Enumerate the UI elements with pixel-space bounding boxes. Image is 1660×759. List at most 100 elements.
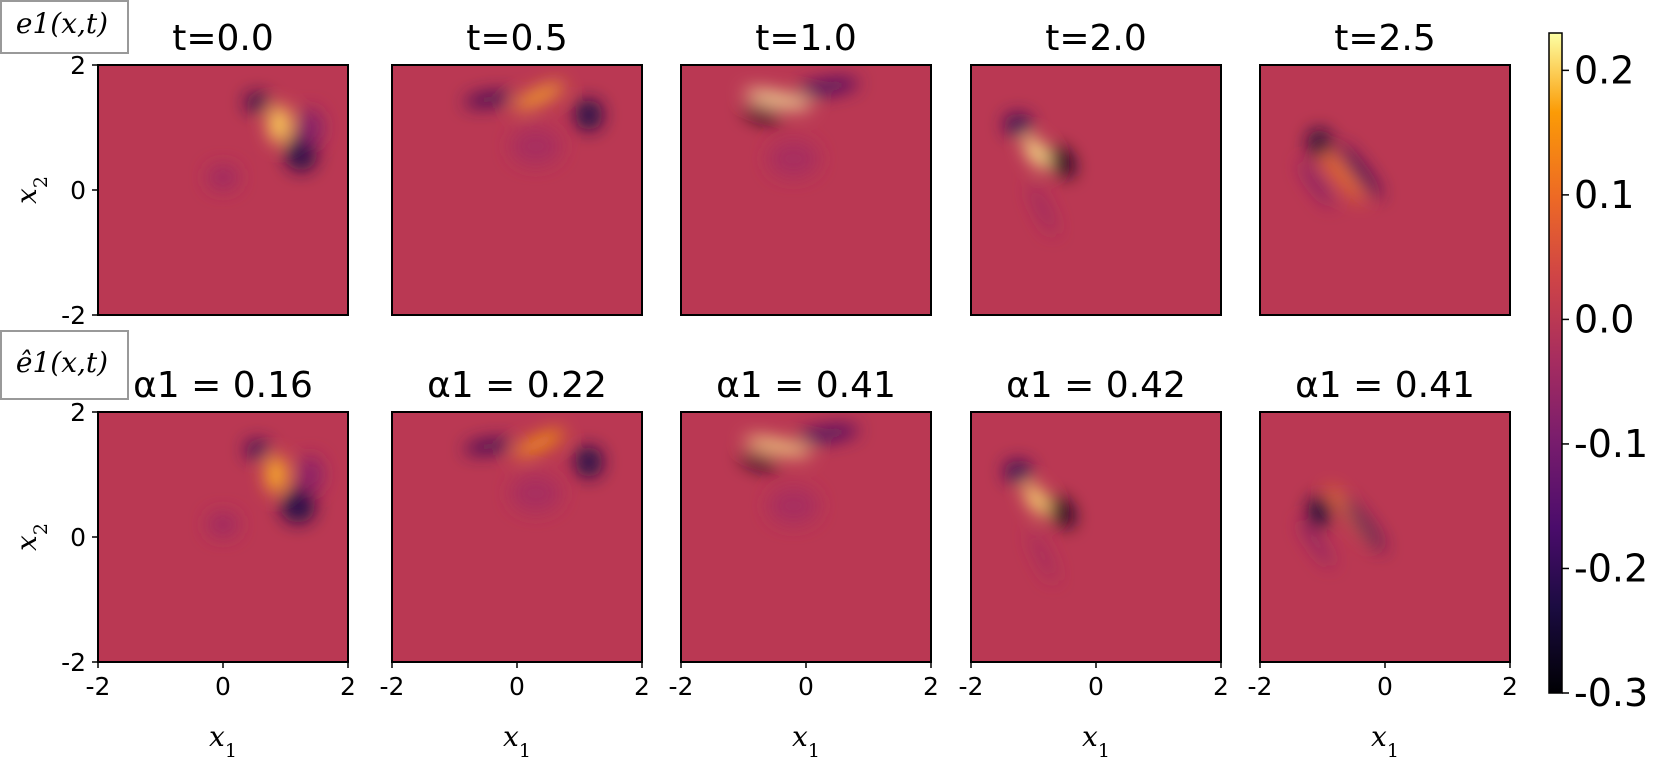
heatmap-feature-3 <box>1341 497 1385 552</box>
heatmap-panel-1-4: t=2.0 <box>970 18 1222 316</box>
colorbar-tick-label: 0.2 <box>1574 48 1634 92</box>
panel-title: t=0.0 <box>172 18 274 59</box>
heatmap-feature-3 <box>1048 496 1075 528</box>
heatmap-feature-2 <box>244 93 270 112</box>
heatmap-feature-2 <box>740 453 779 471</box>
x-tick-label: 0 <box>798 672 814 701</box>
x-tick-label: -2 <box>380 672 405 701</box>
heatmap-feature-1 <box>1312 139 1364 204</box>
heatmap-panel-2-4: α1 = 0.42 -2 0 2 x1 <box>959 365 1229 759</box>
heatmap-feature-2 <box>464 439 514 454</box>
heatmap-feature-1 <box>268 105 291 144</box>
heatmap-feature-1 <box>1023 136 1050 169</box>
heatmap-panel-1-5: t=2.5 <box>1259 18 1511 316</box>
x-tick-label: 0 <box>215 672 231 701</box>
heatmap-feature-5 <box>207 165 239 190</box>
x-tick-label: -2 <box>86 672 111 701</box>
heatmap-feature-4 <box>510 127 561 165</box>
panel-frame <box>391 64 643 316</box>
x-axis-label: x1 <box>1082 720 1110 759</box>
x-axis-label: x1 <box>1371 720 1399 759</box>
heatmap-panel-1-3: t=1.0 <box>680 18 932 316</box>
heatmap-feature-2 <box>244 440 270 459</box>
heatmap-feature-3 <box>1338 143 1382 199</box>
heatmap-panel-2-2: α1 = 0.22 -2 0 2 x1 <box>380 365 650 759</box>
heatmap-feature-3 <box>575 99 603 131</box>
y-axis-label: x2 <box>10 176 52 204</box>
row-label-box <box>0 330 129 400</box>
heatmap-feature-4 <box>298 108 323 147</box>
panel-grid: e1(x,t) t=0.0 2 0 -2 x2 t=0.5 t=1.0 t=2.0 t=2.5 ê1… <box>0 0 1518 759</box>
heatmap-feature-4 <box>1299 160 1333 207</box>
x-tick-label: -2 <box>669 672 694 701</box>
heatmap-background <box>1260 65 1510 315</box>
heatmap-feature-2 <box>1004 113 1032 135</box>
panel-title: α1 = 0.16 <box>133 365 313 406</box>
x-tick-label: 0 <box>1377 672 1393 701</box>
y-tick-label: -2 <box>61 648 86 677</box>
heatmap-feature-4 <box>1030 183 1056 235</box>
y-tick-label: 0 <box>70 523 86 552</box>
y-tick-label: 0 <box>70 176 86 205</box>
panel-title: α1 = 0.22 <box>427 365 607 406</box>
heatmap-feature-4 <box>1299 520 1333 567</box>
panel-frame <box>970 64 1222 316</box>
panel-title: t=0.5 <box>466 18 568 59</box>
heatmap-feature-2 <box>1004 460 1032 482</box>
x-tick-label: -2 <box>1248 672 1273 701</box>
row-label: e1(x,t) <box>16 7 108 40</box>
panel-frame <box>680 64 932 316</box>
x-tick-label: 2 <box>340 672 356 701</box>
row-2: ê1(x,t) α1 = 0.16 2 0 -2 x2 -2 0 2 x1 α1 = 0.22 -2 0… <box>0 330 1518 759</box>
colorbar-tick-label: 0.1 <box>1574 173 1634 217</box>
x-axis-label: x1 <box>209 720 237 759</box>
x-tick-label: 0 <box>509 672 525 701</box>
heatmap-feature-4 <box>768 487 819 525</box>
heatmap-feature-3 <box>281 488 315 524</box>
heatmap-panel-1-2: t=0.5 <box>391 18 643 316</box>
heatmap-background <box>971 412 1221 662</box>
x-tick-label: 0 <box>1088 672 1104 701</box>
x-tick-label: 2 <box>923 672 939 701</box>
heatmap-feature-2 <box>743 106 782 124</box>
y-tick-label: 2 <box>70 398 86 427</box>
x-axis-label: x1 <box>503 720 531 759</box>
panel-title: α1 = 0.42 <box>1006 365 1186 406</box>
colorbar: 0.2 0.1 0.0 -0.1 -0.2 -0.3 <box>1548 32 1648 715</box>
heatmap-feature-5 <box>207 512 239 537</box>
panel-title: t=1.0 <box>755 18 857 59</box>
heatmap-feature-1 <box>513 430 565 457</box>
heatmap-feature-1 <box>513 83 565 110</box>
heatmap-feature-3 <box>796 425 859 442</box>
colorbar-tick-label: 0.0 <box>1574 297 1634 341</box>
y-axis-label: x2 <box>10 523 52 551</box>
panel-title: t=2.0 <box>1045 18 1147 59</box>
heatmap-feature-3 <box>575 446 603 478</box>
heatmap-panel-2-3: α1 = 0.41 -2 0 2 x1 <box>669 365 939 759</box>
heatmap-feature-4 <box>1030 530 1056 582</box>
panel-title: α1 = 0.41 <box>716 365 896 406</box>
heatmap-feature-2 <box>464 92 514 107</box>
colorbar-tick-label: -0.1 <box>1574 422 1648 466</box>
colorbar-tick-label: -0.3 <box>1574 671 1648 715</box>
heatmap-feature-3 <box>796 78 859 95</box>
heatmap-background <box>971 65 1221 315</box>
x-tick-label: 2 <box>634 672 650 701</box>
y-tick-label: -2 <box>61 301 86 330</box>
x-tick-label: -2 <box>959 672 984 701</box>
heatmap-feature-4 <box>510 474 561 512</box>
x-tick-label: 2 <box>1213 672 1229 701</box>
heatmap-feature-2 <box>1308 129 1331 157</box>
colorbar-tick-label: -0.2 <box>1574 546 1648 590</box>
heatmap-panel-2-5: α1 = 0.41 -2 0 2 x1 <box>1248 365 1518 759</box>
heatmap-feature-1 <box>744 90 812 109</box>
heatmap-feature-1 <box>744 437 812 456</box>
row-label-box <box>0 0 129 54</box>
heatmap-feature-1 <box>1023 483 1050 516</box>
panel-title: t=2.5 <box>1334 18 1436 59</box>
x-axis-label: x1 <box>792 720 820 759</box>
panel-frame <box>1259 64 1511 316</box>
heatmap-feature-4 <box>298 455 323 494</box>
heatmap-feature-2 <box>1308 496 1331 528</box>
